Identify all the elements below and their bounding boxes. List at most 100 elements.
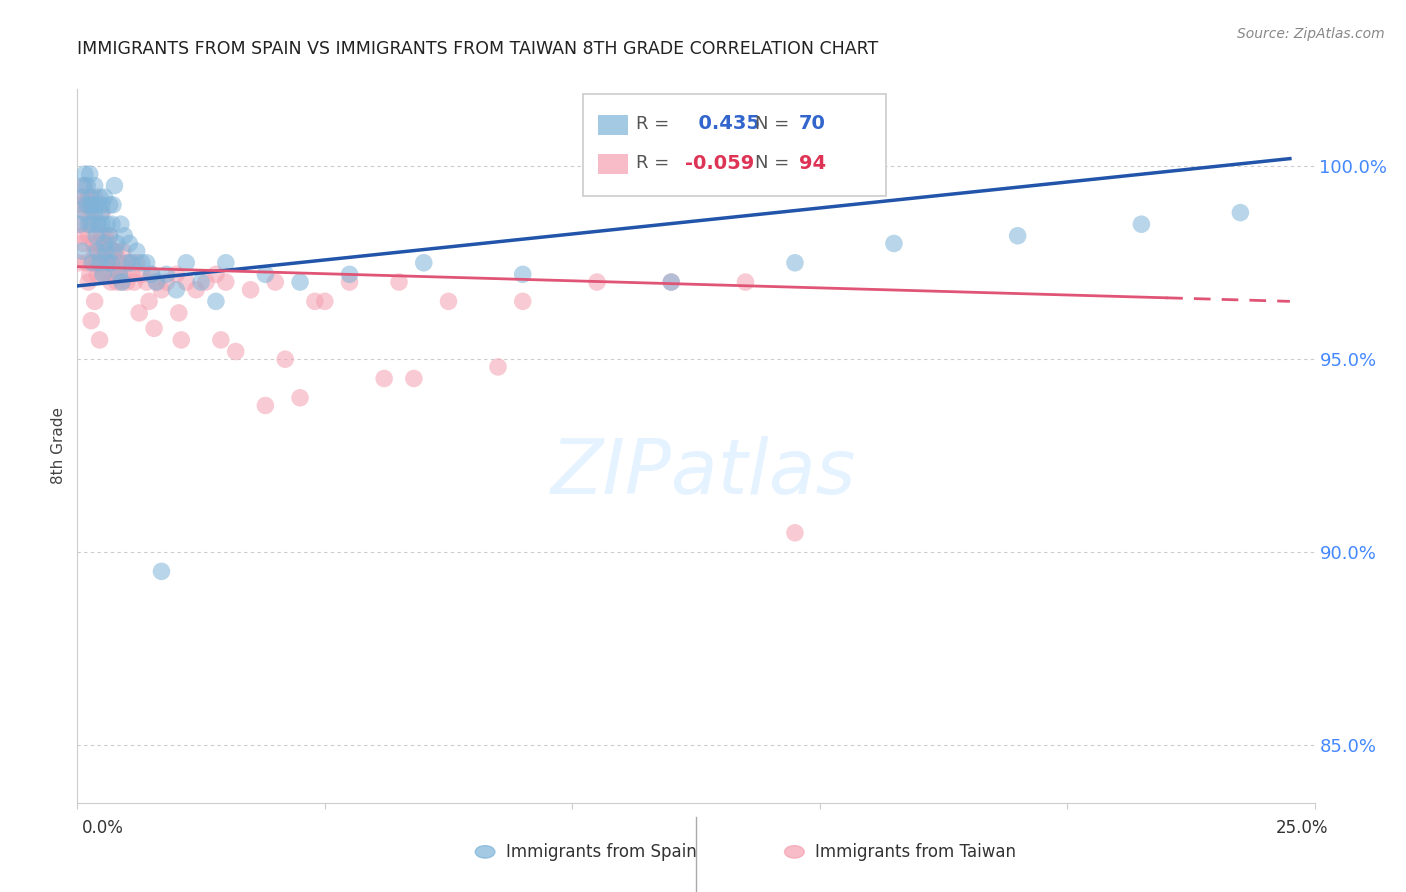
Point: [97, 236, 120, 251]
Point: [105, 275, 128, 289]
Point: [734, 275, 756, 289]
Point: [122, 275, 145, 289]
Point: [94, 256, 117, 270]
Point: [75, 256, 97, 270]
Point: [98, 228, 121, 243]
Point: [103, 178, 125, 193]
Point: [107, 256, 129, 270]
Point: [82, 198, 104, 212]
Point: [96, 217, 118, 231]
Text: 25.0%: 25.0%: [1277, 819, 1329, 837]
Point: [112, 268, 135, 282]
Point: [69, 217, 91, 231]
Point: [77, 228, 100, 243]
Point: [79, 217, 101, 231]
Point: [75, 205, 97, 219]
Text: 94: 94: [799, 153, 825, 173]
Point: [339, 275, 361, 289]
Point: [659, 275, 682, 289]
Point: [125, 256, 148, 270]
Point: [135, 275, 157, 289]
Point: [121, 268, 143, 282]
Point: [83, 178, 105, 193]
Point: [373, 371, 395, 385]
Point: [155, 275, 177, 289]
Point: [91, 217, 114, 231]
Point: [97, 256, 120, 270]
Point: [135, 256, 157, 270]
Point: [86, 217, 108, 231]
Point: [86, 244, 108, 259]
Point: [314, 294, 336, 309]
Point: [121, 256, 143, 270]
Point: [125, 244, 148, 259]
Point: [167, 306, 190, 320]
Point: [98, 256, 121, 270]
Point: [83, 294, 105, 309]
Text: R =: R =: [636, 154, 669, 172]
Point: [184, 283, 207, 297]
Point: [190, 275, 212, 289]
Point: [209, 333, 232, 347]
Point: [82, 256, 104, 270]
Point: [108, 268, 131, 282]
Point: [783, 525, 806, 540]
Point: [1229, 205, 1251, 219]
Point: [101, 244, 124, 259]
Point: [254, 268, 277, 282]
Point: [91, 268, 114, 282]
Point: [883, 236, 905, 251]
Point: [86, 268, 108, 282]
Point: [486, 359, 509, 374]
Point: [103, 268, 125, 282]
Point: [82, 217, 104, 231]
Point: [150, 283, 173, 297]
Point: [145, 275, 167, 289]
Point: [141, 268, 163, 282]
Point: [165, 268, 187, 282]
Point: [118, 256, 141, 270]
Point: [84, 256, 107, 270]
Point: [89, 244, 111, 259]
Point: [205, 268, 228, 282]
Point: [239, 283, 262, 297]
Point: [72, 244, 94, 259]
Point: [402, 371, 425, 385]
Point: [72, 236, 94, 251]
Point: [264, 275, 287, 289]
Point: [93, 236, 115, 251]
Text: IMMIGRANTS FROM SPAIN VS IMMIGRANTS FROM TAIWAN 8TH GRADE CORRELATION CHART: IMMIGRANTS FROM SPAIN VS IMMIGRANTS FROM…: [77, 40, 879, 58]
Point: [93, 190, 115, 204]
Point: [98, 198, 121, 212]
Point: [100, 275, 122, 289]
Text: ZIPatlas: ZIPatlas: [550, 436, 856, 509]
Point: [91, 268, 114, 282]
Point: [145, 275, 167, 289]
Point: [215, 256, 238, 270]
Point: [98, 228, 121, 243]
Text: Source: ZipAtlas.com: Source: ZipAtlas.com: [1237, 27, 1385, 41]
Point: [195, 275, 218, 289]
Text: N =: N =: [755, 154, 789, 172]
Point: [89, 333, 111, 347]
Point: [72, 228, 94, 243]
Point: [91, 205, 114, 219]
Point: [87, 236, 110, 251]
Point: [1130, 217, 1153, 231]
Point: [72, 190, 94, 204]
Point: [115, 275, 138, 289]
Point: [111, 244, 134, 259]
Point: [89, 256, 111, 270]
Point: [77, 217, 100, 231]
Point: [143, 321, 166, 335]
Point: [108, 268, 131, 282]
Point: [215, 275, 238, 289]
Point: [170, 333, 193, 347]
Point: [77, 275, 100, 289]
Point: [104, 244, 127, 259]
Text: Immigrants from Taiwan: Immigrants from Taiwan: [815, 843, 1017, 861]
Point: [131, 256, 153, 270]
Point: [86, 198, 108, 212]
Point: [512, 268, 534, 282]
Point: [83, 190, 105, 204]
